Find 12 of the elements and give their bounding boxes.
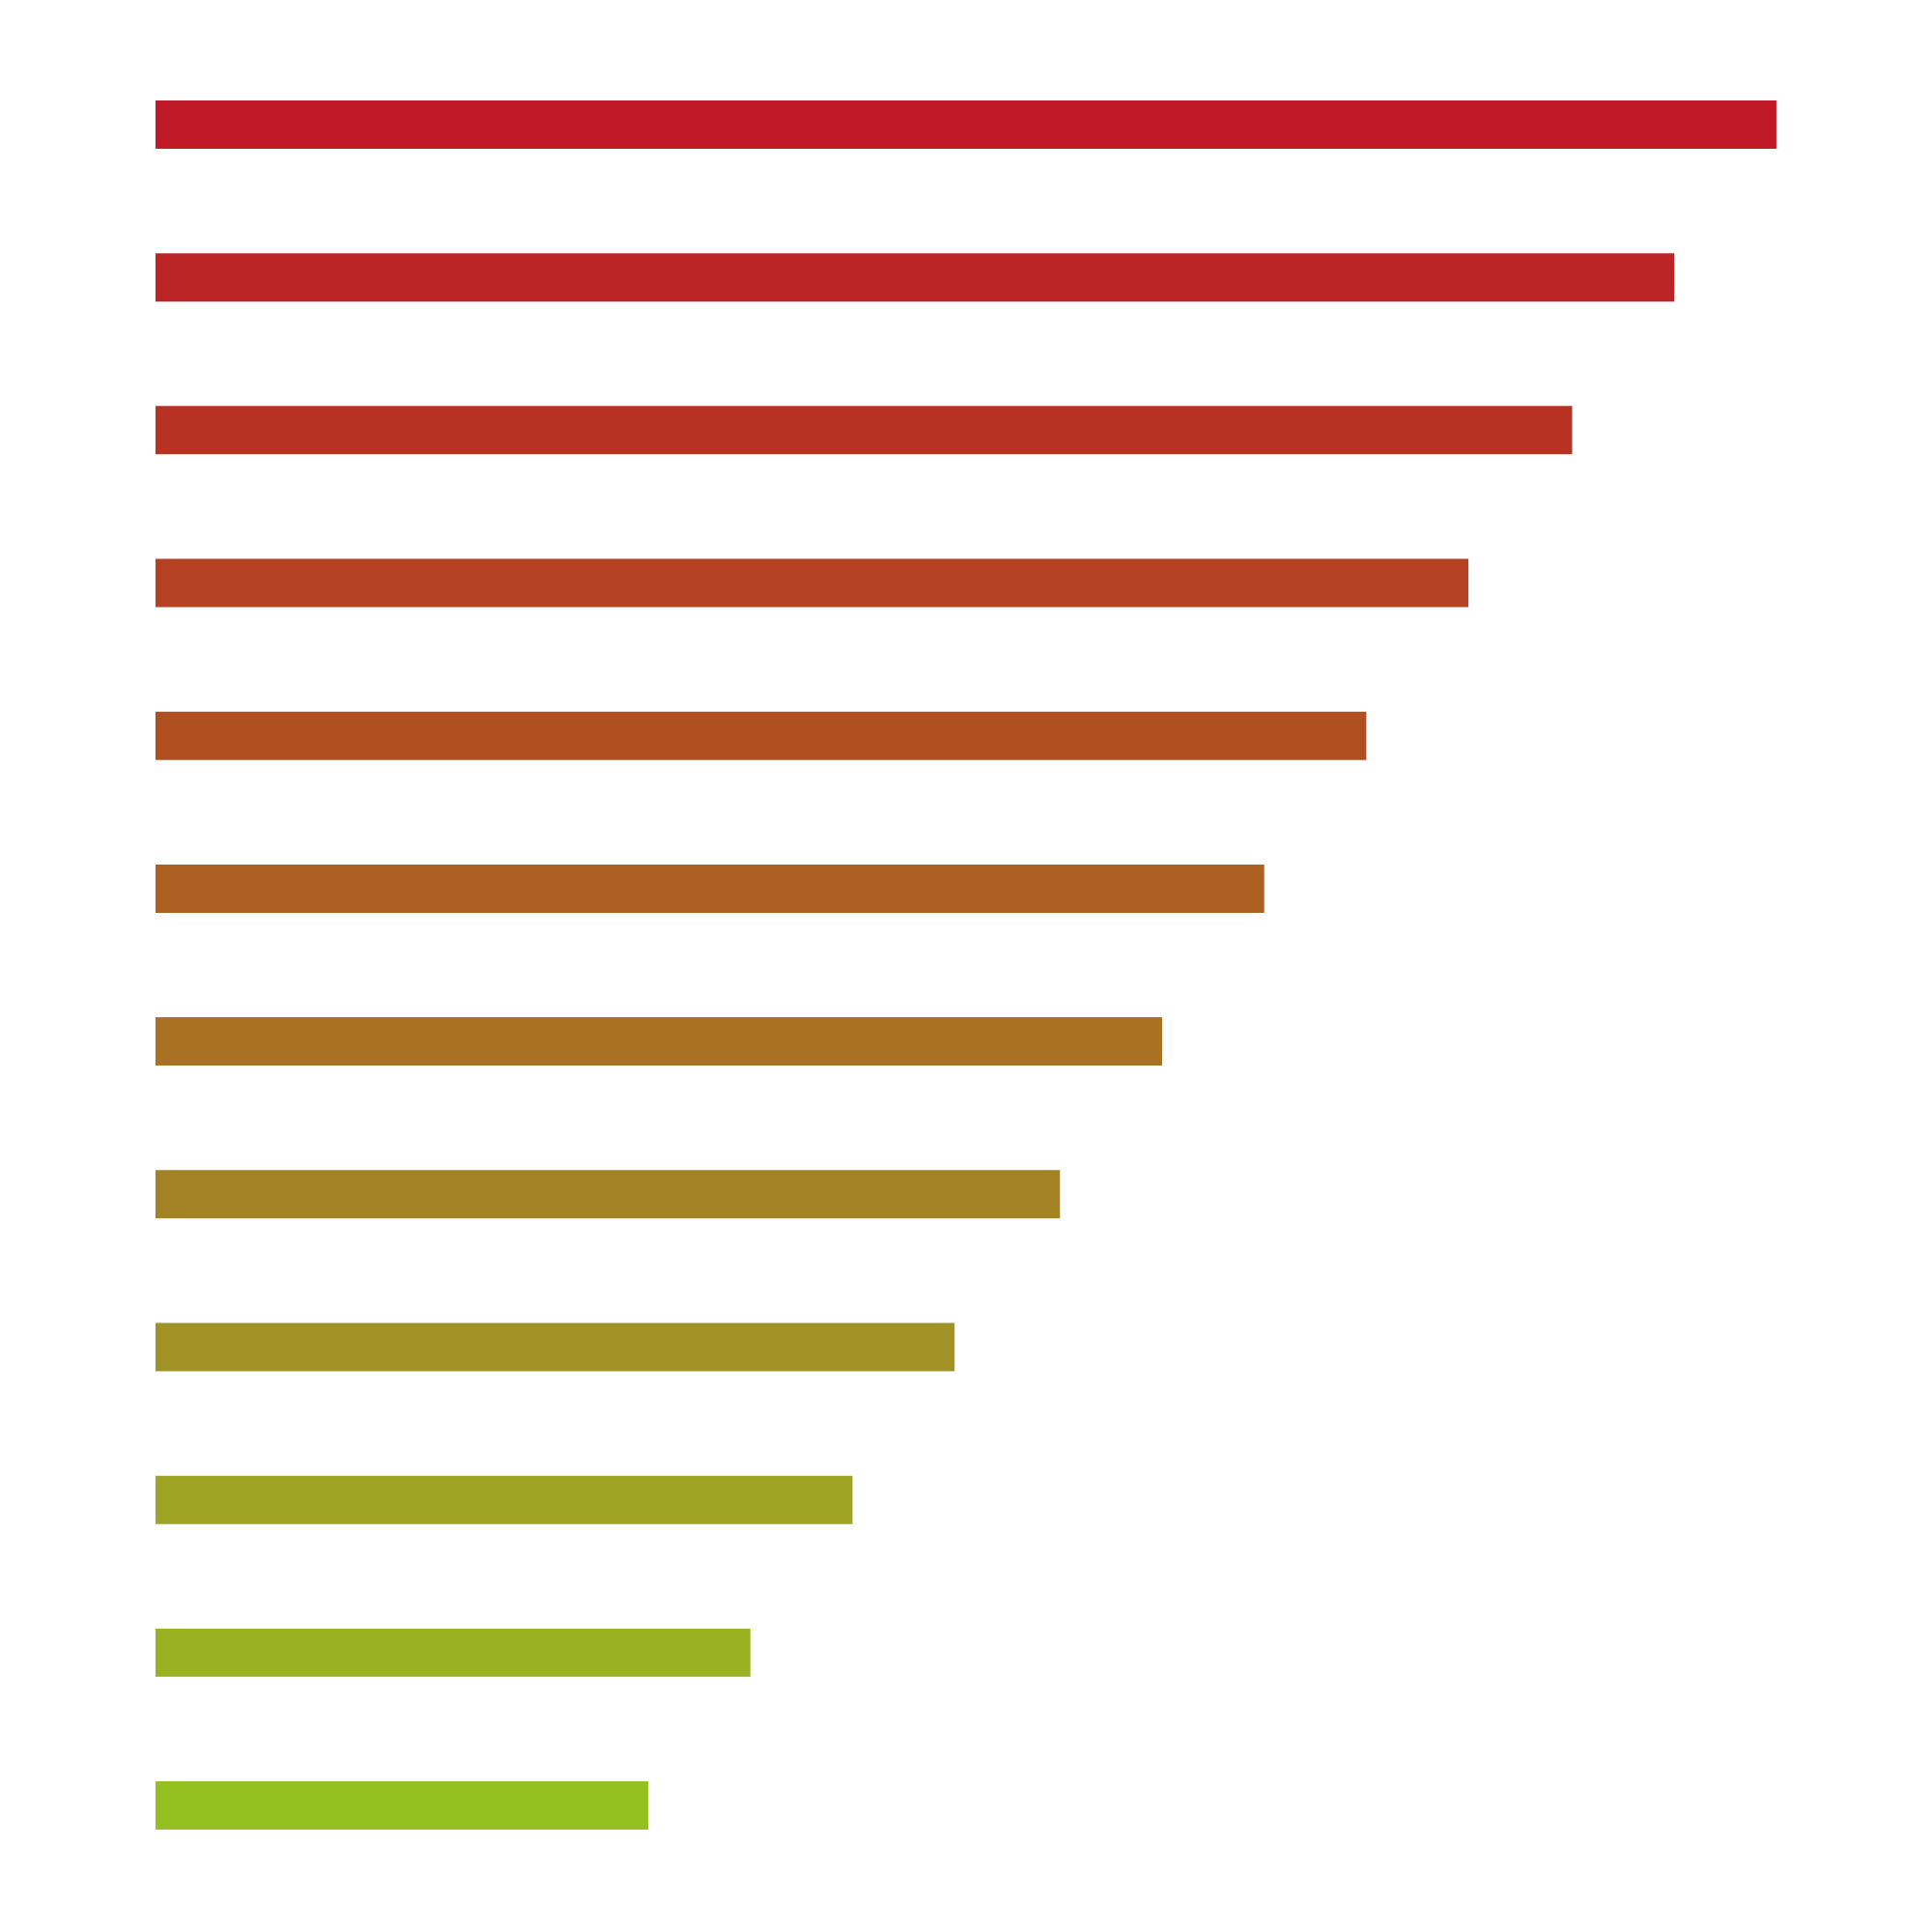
bar	[156, 1628, 751, 1677]
bar	[156, 1170, 1061, 1219]
bar	[156, 558, 1469, 608]
bar	[156, 1017, 1162, 1066]
bar	[156, 1781, 649, 1831]
bar	[156, 406, 1573, 455]
bar	[156, 711, 1367, 760]
bar	[156, 1475, 853, 1524]
bar	[156, 99, 1776, 149]
bar	[156, 253, 1675, 302]
bar	[156, 864, 1264, 913]
bar	[156, 1322, 955, 1372]
